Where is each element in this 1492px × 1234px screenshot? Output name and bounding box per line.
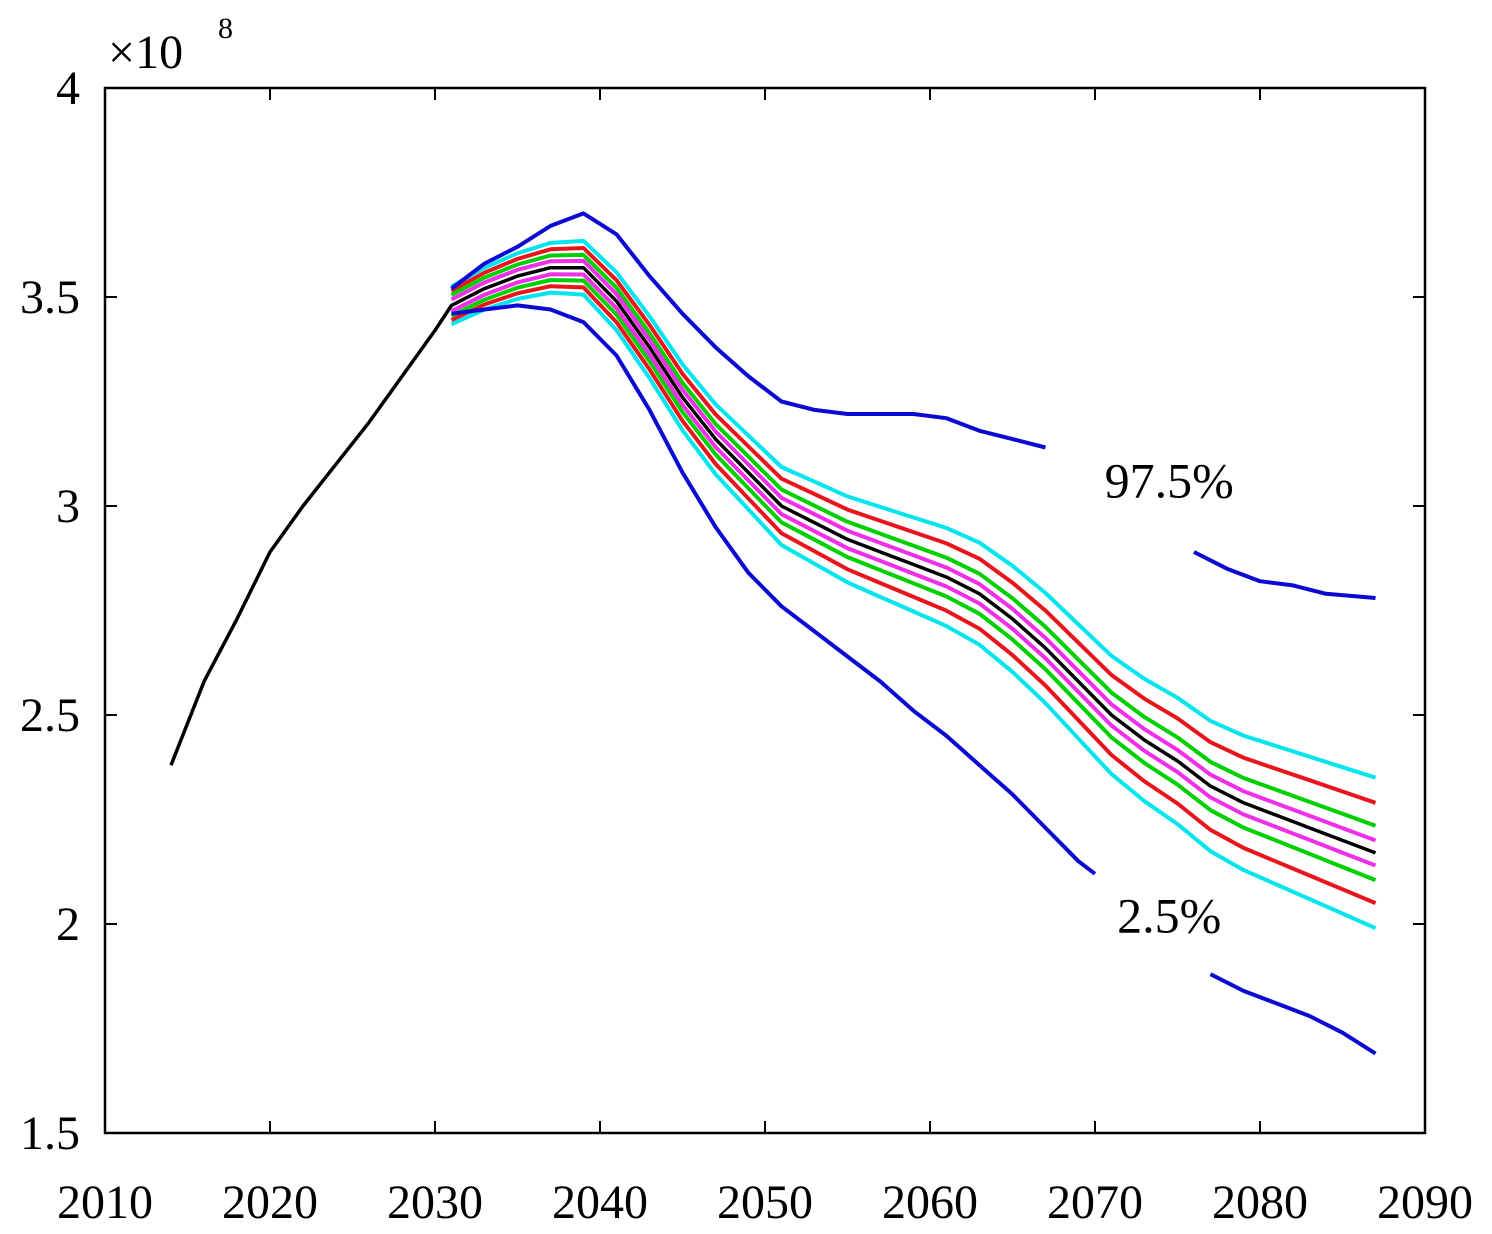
x-tick-label: 2030 bbox=[387, 1176, 483, 1229]
x-tick-label: 2020 bbox=[222, 1176, 318, 1229]
x-tick-label: 2070 bbox=[1047, 1176, 1143, 1229]
annotation-97-5: 97.5% bbox=[1105, 453, 1234, 509]
annotation-2-5: 2.5% bbox=[1117, 887, 1221, 943]
series-line-97-5-upper bbox=[450, 211, 1046, 450]
y-tick-label: 4 bbox=[56, 62, 80, 115]
x-tick-label: 2010 bbox=[57, 1176, 153, 1229]
series-line-97-5-upper bbox=[1193, 550, 1376, 600]
x-tick-label: 2050 bbox=[717, 1176, 813, 1229]
series-line-lower-band-2 bbox=[450, 278, 1377, 882]
y-tick-label: 2.5 bbox=[20, 689, 80, 742]
series-line-lower-band-3 bbox=[450, 284, 1377, 905]
series-line-median bbox=[169, 265, 1377, 855]
series-line-upper-band-3 bbox=[450, 246, 1377, 805]
x-tick-label: 2080 bbox=[1212, 1176, 1308, 1229]
series-line-lower-band-4 bbox=[450, 290, 1377, 931]
series-line-lower-band-1 bbox=[450, 272, 1377, 868]
annotation-layer: 97.5% 2.5% bbox=[1105, 453, 1234, 944]
plot-frame bbox=[103, 86, 1427, 1135]
y-tick-label: 1.5 bbox=[20, 1107, 80, 1160]
series-layer bbox=[169, 211, 1377, 1056]
x-tick-label: 2090 bbox=[1377, 1176, 1473, 1229]
series-line-upper-band-1 bbox=[450, 258, 1377, 843]
y-multiplier-exponent: 8 bbox=[218, 12, 233, 45]
tick-layer bbox=[104, 87, 1426, 1134]
y-tick-label: 2 bbox=[56, 898, 80, 951]
series-line-upper-band-2 bbox=[450, 252, 1377, 828]
y-multiplier-base: ×10 bbox=[108, 26, 183, 79]
x-tick-label: 2060 bbox=[882, 1176, 978, 1229]
series-line-2-5-lower bbox=[451, 303, 1097, 876]
label-layer: 2010 2020 2030 2040 2050 2060 2070 2080 2090 1.5 2… bbox=[20, 62, 1473, 1229]
y-tick-label: 3 bbox=[56, 480, 80, 533]
series-line-2-5-lower bbox=[1209, 972, 1377, 1056]
x-tick-label: 2040 bbox=[552, 1176, 648, 1229]
y-tick-label: 3.5 bbox=[20, 271, 80, 324]
series-line-upper-band-4 bbox=[450, 238, 1377, 780]
